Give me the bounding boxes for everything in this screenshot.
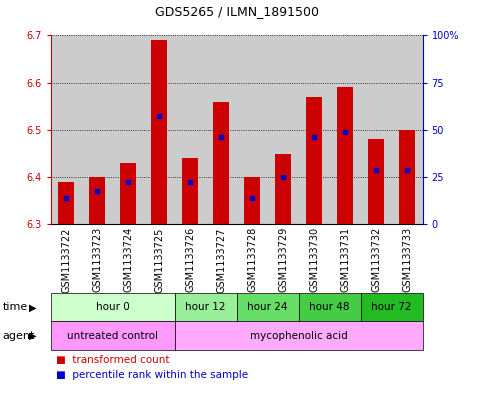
Text: hour 12: hour 12	[185, 302, 226, 312]
Bar	[298, 35, 330, 224]
Bar	[338, 87, 353, 224]
Bar	[120, 163, 136, 224]
Text: mycophenolic acid: mycophenolic acid	[250, 331, 348, 341]
Text: ■  percentile rank within the sample: ■ percentile rank within the sample	[56, 370, 248, 380]
Text: hour 72: hour 72	[371, 302, 412, 312]
Text: hour 48: hour 48	[310, 302, 350, 312]
Text: hour 0: hour 0	[96, 302, 129, 312]
Bar	[113, 35, 144, 224]
Text: ▶: ▶	[29, 302, 37, 312]
Bar	[369, 140, 384, 224]
Bar	[144, 35, 175, 224]
Bar	[275, 154, 291, 224]
Bar	[175, 35, 206, 224]
Bar	[152, 40, 167, 224]
Bar	[244, 177, 260, 224]
Bar	[399, 130, 415, 224]
Bar	[237, 35, 268, 224]
Text: hour 24: hour 24	[247, 302, 288, 312]
Bar	[82, 35, 113, 224]
Bar	[89, 177, 105, 224]
Text: agent: agent	[2, 331, 35, 341]
Bar	[361, 35, 392, 224]
Bar	[306, 97, 322, 224]
Text: time: time	[2, 302, 28, 312]
Bar	[206, 35, 237, 224]
Bar	[51, 35, 82, 224]
Bar	[58, 182, 74, 224]
Bar	[268, 35, 298, 224]
Text: ■  transformed count: ■ transformed count	[56, 354, 169, 365]
Text: untreated control: untreated control	[67, 331, 158, 341]
Bar	[392, 35, 423, 224]
Bar	[213, 101, 229, 224]
Bar	[183, 158, 198, 224]
Text: ▶: ▶	[29, 331, 37, 341]
Text: GDS5265 / ILMN_1891500: GDS5265 / ILMN_1891500	[155, 5, 319, 18]
Bar	[330, 35, 361, 224]
